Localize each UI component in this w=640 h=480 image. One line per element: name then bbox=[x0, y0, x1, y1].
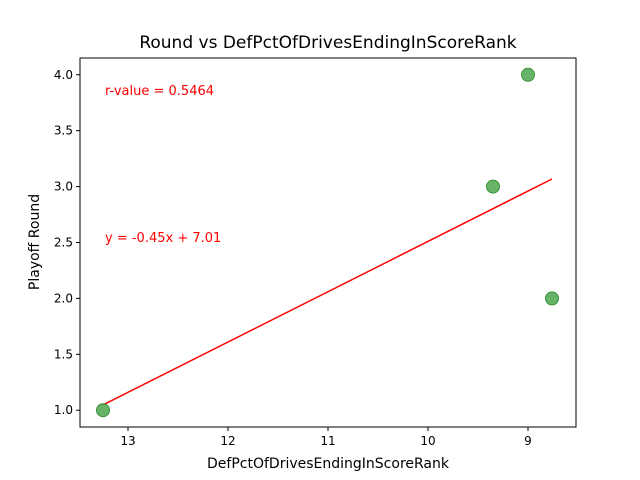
scatter-point bbox=[545, 291, 559, 306]
regression-line bbox=[102, 178, 553, 406]
x-axis-ticks: 13 12 11 10 9 bbox=[120, 427, 532, 448]
y-tick-label: 3.0 bbox=[54, 180, 73, 194]
y-tick-label: 4.0 bbox=[54, 68, 73, 82]
y-axis-label: Playoff Round bbox=[27, 194, 43, 290]
equation-annotation: y = -0.45x + 7.01 bbox=[105, 231, 221, 246]
scatter-point bbox=[96, 403, 110, 418]
r-value-annotation: r-value = 0.5464 bbox=[105, 84, 214, 99]
y-tick-label: 1.5 bbox=[54, 347, 73, 361]
y-tick-label: 2.0 bbox=[54, 291, 73, 305]
scatter-point bbox=[521, 67, 535, 82]
points-layer bbox=[96, 67, 559, 418]
y-tick-label: 1.0 bbox=[54, 403, 73, 417]
x-tick-label: 9 bbox=[524, 434, 532, 448]
x-tick-label: 10 bbox=[420, 434, 435, 448]
fit-line-layer bbox=[102, 178, 553, 406]
x-tick-label: 11 bbox=[320, 434, 335, 448]
chart-title: Round vs DefPctOfDrivesEndingInScoreRank bbox=[139, 33, 516, 53]
x-axis-label: DefPctOfDrivesEndingInScoreRank bbox=[207, 456, 450, 472]
y-tick-label: 2.5 bbox=[54, 236, 73, 250]
y-tick-label: 3.5 bbox=[54, 124, 73, 138]
x-tick-label: 12 bbox=[220, 434, 235, 448]
y-axis-ticks: 1.0 1.5 2.0 2.5 3.0 3.5 4.0 bbox=[54, 68, 80, 417]
x-tick-label: 13 bbox=[120, 434, 135, 448]
scatter-point bbox=[486, 179, 500, 194]
